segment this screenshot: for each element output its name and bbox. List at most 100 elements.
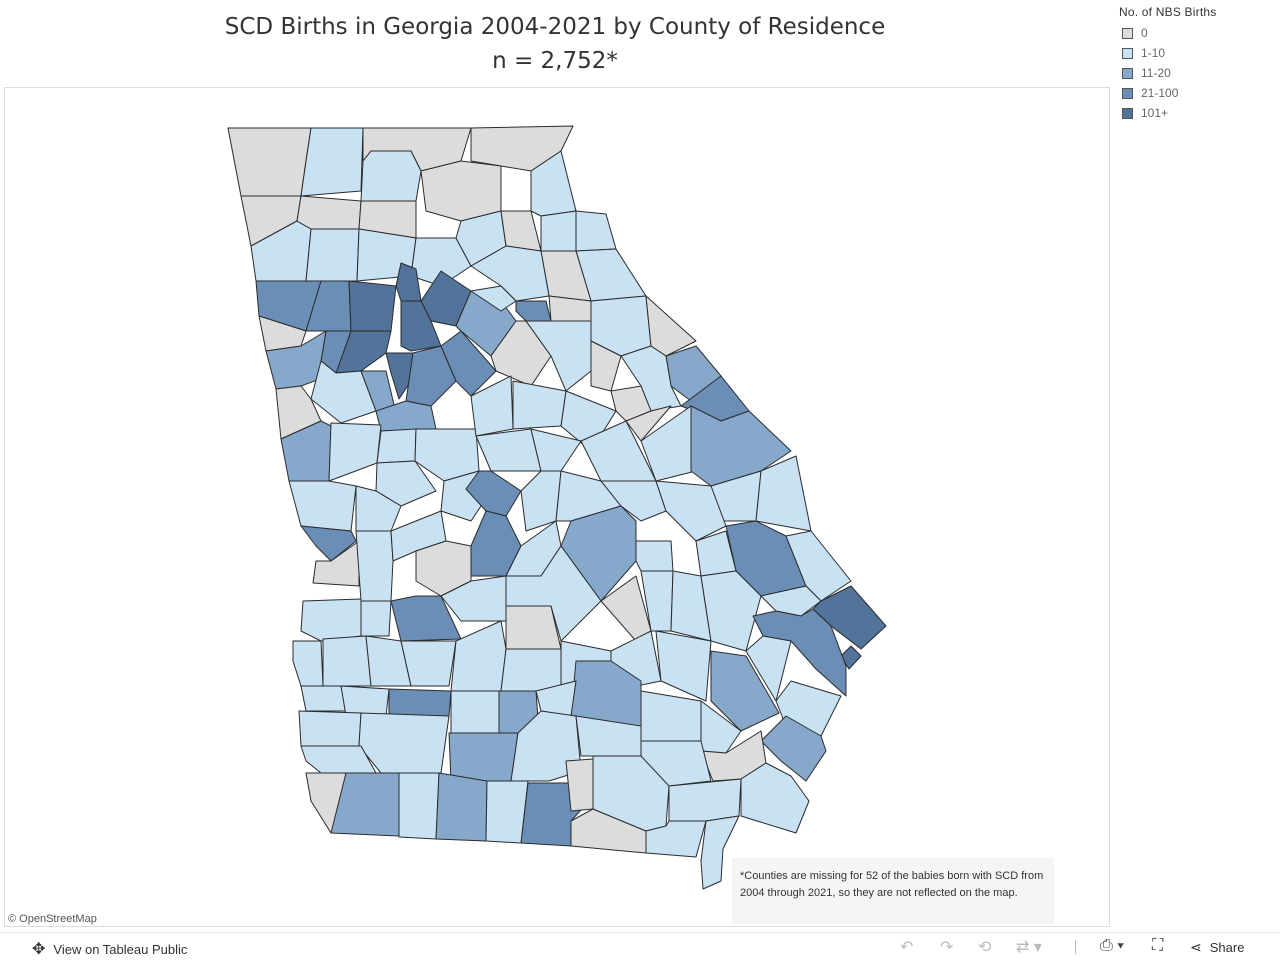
county-region[interactable] <box>740 762 810 834</box>
fullscreen-icon[interactable]: ⛶ <box>1152 937 1164 954</box>
county-region[interactable] <box>360 150 422 202</box>
county-region[interactable] <box>358 712 450 774</box>
tableau-toolbar: ✥ View on Tableau Public ↶ ↷ ⟲ ⇄ ▾ ⎙ ▾ ⛶… <box>0 932 1280 960</box>
county-region[interactable] <box>448 732 519 782</box>
county-region[interactable] <box>600 480 667 522</box>
county-region[interactable] <box>760 715 827 782</box>
share-button[interactable]: ⋖ Share <box>1190 939 1244 956</box>
map-attribution[interactable]: © OpenStreetMap <box>8 913 97 925</box>
county-region[interactable] <box>288 480 357 532</box>
county-region[interactable] <box>322 635 372 687</box>
legend-item-1-10[interactable]: 1-10 <box>1119 43 1269 63</box>
share-label: Share <box>1209 940 1245 955</box>
county-region[interactable] <box>300 525 357 562</box>
county-region[interactable] <box>300 598 362 642</box>
county-region[interactable] <box>385 352 414 400</box>
county-region[interactable] <box>298 710 362 747</box>
county-region[interactable] <box>450 620 507 692</box>
county-region[interactable] <box>395 262 422 302</box>
county-region[interactable] <box>450 690 500 734</box>
county-region[interactable] <box>300 685 347 712</box>
county-region[interactable] <box>512 380 567 430</box>
county-region[interactable] <box>355 530 394 602</box>
chart-title: SCD Births in Georgia 2004-2021 by Count… <box>0 10 1110 78</box>
title-line-2: n = 2,752* <box>492 48 618 74</box>
county-region[interactable] <box>548 295 592 322</box>
county-region[interactable] <box>640 690 707 742</box>
county-region[interactable] <box>505 545 602 642</box>
legend-item-21-100[interactable]: 21-100 <box>1119 83 1269 103</box>
footnote: *Counties are missing for 52 of the babi… <box>732 858 1054 924</box>
legend-swatch-21-100 <box>1122 87 1133 99</box>
county-region[interactable] <box>540 210 577 252</box>
county-region[interactable] <box>440 330 497 397</box>
county-region[interactable] <box>388 688 452 717</box>
county-region[interactable] <box>625 405 672 442</box>
county-region[interactable] <box>390 595 462 642</box>
county-region[interactable] <box>414 428 480 482</box>
download-icon[interactable]: ⎙ ▾ <box>1100 937 1124 954</box>
view-on-tableau-public-link[interactable]: ✥ View on Tableau Public <box>32 939 187 959</box>
county-region[interactable] <box>785 530 852 602</box>
county-region[interactable] <box>305 228 360 282</box>
legend-label-11-20: 11-20 <box>1141 66 1171 80</box>
county-region[interactable] <box>376 428 417 464</box>
legend-label-101-plus: 101+ <box>1141 106 1169 120</box>
county-region[interactable] <box>710 650 780 732</box>
legend-swatch-1-10 <box>1122 47 1133 59</box>
county-region[interactable] <box>375 460 437 507</box>
county-region[interactable] <box>355 485 402 532</box>
county-region[interactable] <box>292 640 324 687</box>
county-region[interactable] <box>300 127 364 197</box>
redo-icon[interactable]: ↷ <box>940 939 954 956</box>
revert-icon[interactable]: ⟲ <box>978 939 992 956</box>
county-region[interactable] <box>700 570 762 652</box>
county-region[interactable] <box>296 195 362 230</box>
refresh-icon[interactable]: ⇄ ▾ <box>1016 939 1042 956</box>
county-region[interactable] <box>745 635 792 702</box>
county-region[interactable] <box>398 772 440 840</box>
county-region[interactable] <box>590 340 622 392</box>
toolbar-divider <box>1075 940 1076 954</box>
county-region[interactable] <box>400 640 457 687</box>
county-region[interactable] <box>565 758 594 812</box>
county-region[interactable] <box>475 428 542 472</box>
legend-title: No. of NBS Births <box>1119 5 1217 19</box>
legend-swatch-0 <box>1122 27 1133 39</box>
county-region[interactable] <box>575 210 617 252</box>
county-region[interactable] <box>500 210 542 252</box>
legend-swatch-11-20 <box>1122 67 1133 79</box>
map-frame[interactable] <box>4 87 1110 927</box>
county-region[interactable] <box>420 160 502 222</box>
county-region[interactable] <box>340 685 390 717</box>
county-region[interactable] <box>348 280 397 332</box>
county-region[interactable] <box>360 600 392 637</box>
county-region[interactable] <box>840 645 862 670</box>
legend-item-11-20[interactable]: 11-20 <box>1119 63 1269 83</box>
georgia-county-map[interactable] <box>5 88 1111 928</box>
view-on-tableau-label: View on Tableau Public <box>53 941 188 957</box>
county-region[interactable] <box>227 127 312 197</box>
legend-label-21-100: 21-100 <box>1141 86 1179 100</box>
county-region[interactable] <box>635 540 674 572</box>
county-region[interactable] <box>515 300 552 322</box>
county-region[interactable] <box>760 585 822 617</box>
county-region[interactable] <box>645 295 697 357</box>
county-region[interactable] <box>690 405 792 487</box>
county-region[interactable] <box>435 772 488 842</box>
county-region[interactable] <box>668 778 742 822</box>
legend: No. of NBS Births 0 1-10 11-20 21-100 10… <box>1119 5 1269 123</box>
county-region[interactable] <box>655 630 712 702</box>
title-line-1: SCD Births in Georgia 2004-2021 by Count… <box>224 14 886 40</box>
undo-icon[interactable]: ↶ <box>900 939 914 956</box>
legend-item-101-plus[interactable]: 101+ <box>1119 103 1269 123</box>
legend-label-0: 0 <box>1141 26 1148 40</box>
tableau-logo-icon: ✥ <box>32 941 46 958</box>
county-region[interactable] <box>500 648 562 692</box>
county-region[interactable] <box>700 815 740 890</box>
county-region[interactable] <box>470 285 517 312</box>
county-region[interactable] <box>655 480 727 542</box>
county-region[interactable] <box>328 422 382 482</box>
legend-item-0[interactable]: 0 <box>1119 23 1269 43</box>
county-region[interactable] <box>405 345 457 407</box>
